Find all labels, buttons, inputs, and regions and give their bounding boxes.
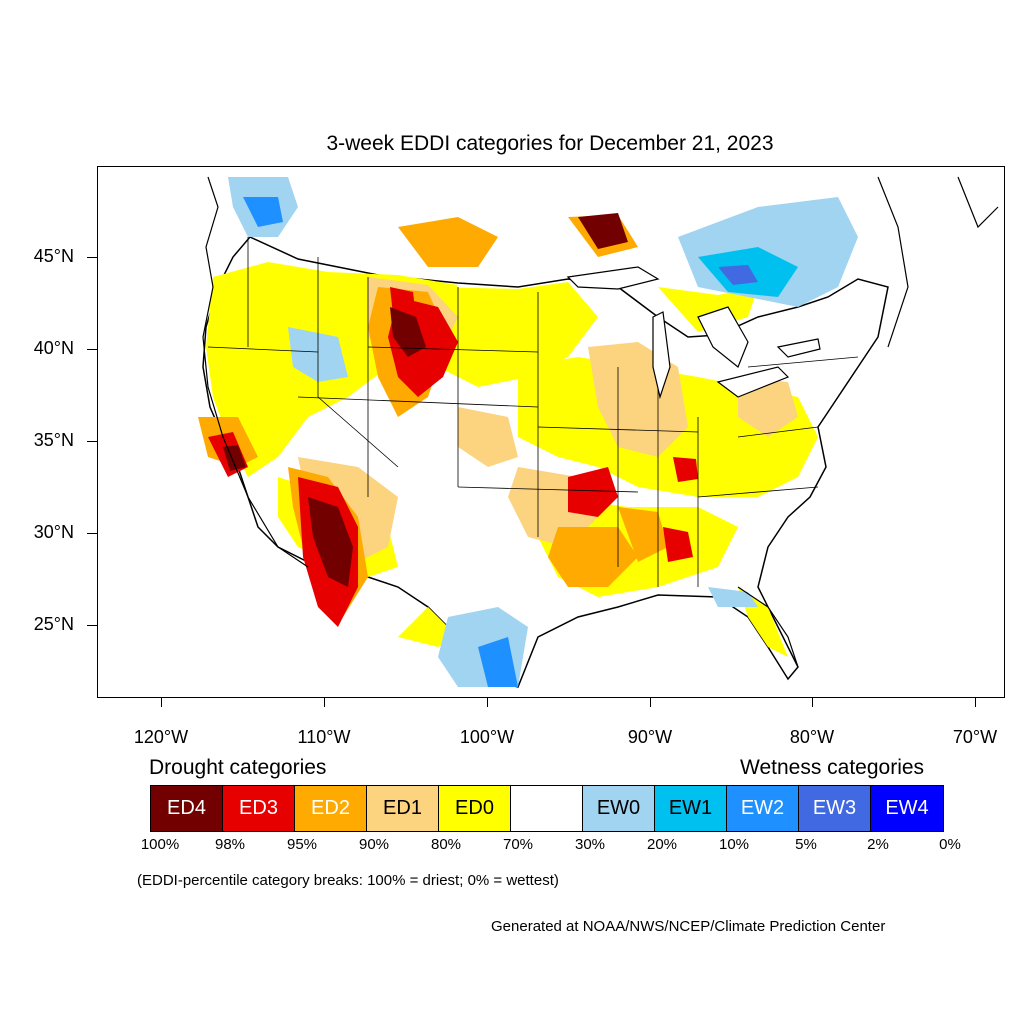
great-lakes [566,266,821,400]
lon-tick [324,697,325,707]
category-note: (EDDI-percentile category breaks: 100% =… [137,872,559,889]
break-label: 90% [358,836,390,853]
lon-label: 90°W [627,727,673,747]
lat-label: 25°N [33,614,74,634]
break-label: 70% [502,836,534,853]
legend-ed1: ED1 [367,786,439,831]
lon-label: 120°W [133,727,189,747]
lat-tick [87,625,97,626]
lat-tick [87,257,97,258]
legend-ed2: ED2 [295,786,367,831]
break-label: 30% [574,836,606,853]
lon-label: 80°W [789,727,835,747]
lon-tick [975,697,976,707]
legend-ew0: EW0 [583,786,655,831]
legend-ew2: EW2 [727,786,799,831]
credit-line: Generated at NOAA/NWS/NCEP/Climate Predi… [491,918,886,935]
map-frame [97,166,1005,698]
lon-tick [487,697,488,707]
legend-ed4: ED4 [151,786,223,831]
lon-tick [161,697,162,707]
lat-label: 45°N [33,246,74,266]
lat-tick [87,533,97,534]
wet-regions [228,177,858,687]
state-boundaries [207,237,859,587]
lon-label: 100°W [459,727,515,747]
lat-label: 30°N [33,522,74,542]
lon-tick [812,697,813,707]
break-label: 20% [646,836,678,853]
legend-ed0: ED0 [439,786,511,831]
break-label: 80% [430,836,462,853]
drought-heading: Drought categories [149,756,327,779]
lat-label: 40°N [33,338,74,358]
break-label: 2% [867,836,889,853]
break-label: 98% [214,836,246,853]
lon-label: 110°W [297,727,351,747]
eddi-map [198,176,999,688]
legend-ed3: ED3 [223,786,295,831]
legend-normal [511,786,583,831]
wetness-heading: Wetness categories [740,756,925,779]
legend-bar: ED4 ED3 ED2 ED1 ED0 EW0 EW1 EW2 EW3 EW4 [150,785,944,832]
legend-ew3: EW3 [799,786,871,831]
lon-tick [650,697,651,707]
break-label: 0% [939,836,961,853]
break-label: 100% [140,836,180,853]
legend-ew1: EW1 [655,786,727,831]
legend-ew4: EW4 [871,786,943,831]
lat-tick [87,441,97,442]
lat-label: 35°N [33,430,74,450]
break-label: 5% [795,836,817,853]
lat-tick [87,349,97,350]
map-title: 3-week EDDI categories for December 21, … [326,132,774,155]
break-label: 10% [718,836,750,853]
lon-label: 70°W [952,727,998,747]
break-label: 95% [286,836,318,853]
ed4-regions [223,213,628,587]
coastlines [202,176,999,668]
